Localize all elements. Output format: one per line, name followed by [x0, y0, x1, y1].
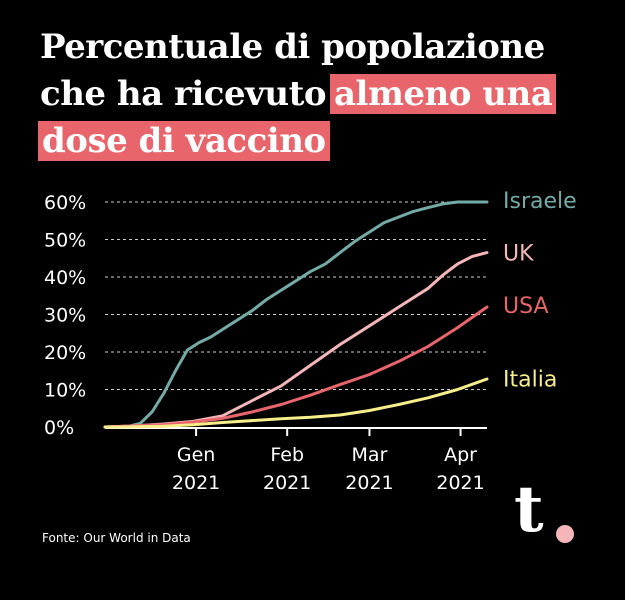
series-line-israele: [103, 200, 489, 429]
title-highlight-2: dose di vaccino: [38, 121, 330, 161]
legend-label-uk: UK: [503, 242, 534, 267]
brand-logo: t: [514, 472, 544, 547]
y-tick-label-50: 50%: [44, 230, 86, 252]
series-line-italia: [103, 377, 489, 429]
y-tick-label-20: 20%: [44, 342, 86, 364]
y-tick-label-10: 10%: [44, 380, 86, 402]
series-lines: [103, 200, 489, 429]
chart-title: Percentuale di popolazione che ha ricevu…: [38, 24, 557, 165]
y-tick-label-30: 30%: [44, 305, 86, 327]
legend-label-italia: Italia: [503, 367, 557, 392]
title-line-2-plain: che ha ricevuto: [40, 74, 327, 114]
x-tick-label-gen: Gen: [177, 444, 215, 466]
legend-label-usa: USA: [503, 294, 549, 319]
source-note: Fonte: Our World in Data: [42, 531, 191, 545]
x-tick-label-mar: Mar: [352, 444, 388, 466]
series-line-usa: [103, 305, 489, 429]
brand-logo-dot: [556, 525, 574, 543]
y-tick-label-0: 0%: [44, 417, 74, 439]
x-tick-year-mar: 2021: [345, 472, 393, 494]
x-tick-label-apr: Apr: [444, 444, 477, 466]
y-tick-label-60: 60%: [44, 192, 86, 214]
legend: Israele UK USA Italia: [503, 189, 577, 392]
title-highlight-1: almeno una: [330, 74, 557, 114]
axes: 0% 10% 20% 30% 40% 50% 60% Gen 2021 Feb 2021 Mar 202…: [44, 192, 487, 494]
title-line-3: dose di vaccino: [38, 118, 556, 165]
y-tick-label-40: 40%: [44, 267, 86, 289]
x-tick-label-feb: Feb: [270, 444, 304, 466]
x-tick-year-gen: 2021: [172, 472, 220, 494]
gridlines: [105, 201, 487, 390]
x-tick-year-feb: 2021: [263, 472, 311, 494]
title-line-2: che ha ricevuto almeno una: [40, 71, 557, 118]
title-line-1: Percentuale di popolazione: [40, 27, 545, 67]
legend-label-israele: Israele: [503, 189, 577, 214]
x-tick-year-apr: 2021: [436, 472, 484, 494]
